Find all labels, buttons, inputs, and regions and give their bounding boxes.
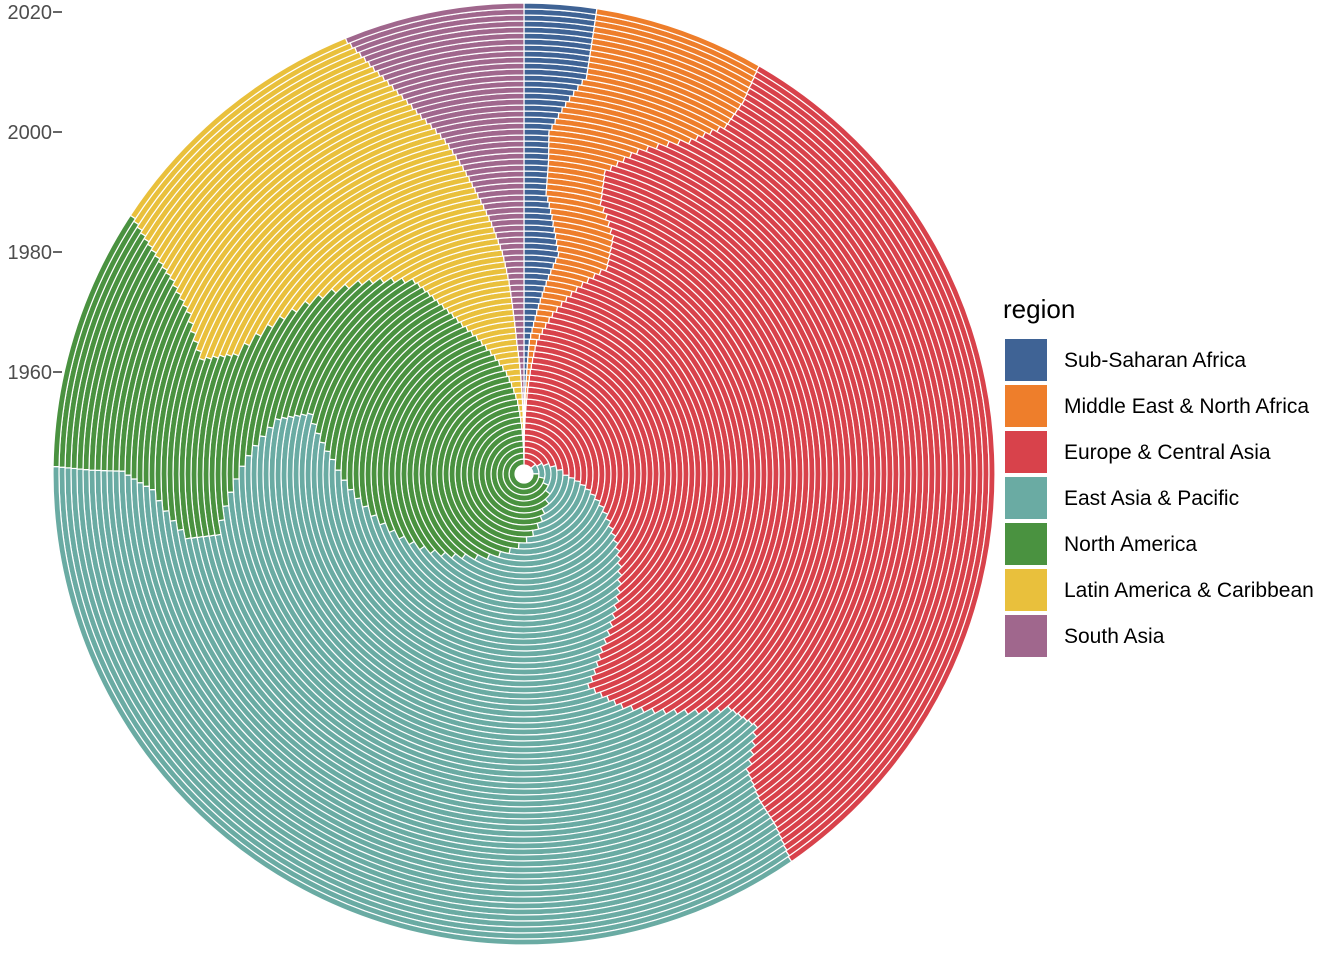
legend-swatch: [1003, 521, 1049, 567]
legend-label: South Asia: [1064, 625, 1165, 648]
legend-swatch: [1003, 429, 1049, 475]
legend-label: Europe & Central Asia: [1064, 441, 1271, 464]
ring-segment-south-asia-1970: [512, 308, 525, 316]
ring-segment-south-asia-1963: [517, 350, 525, 358]
ring-segment-latin-america-caribbean-1955: [516, 398, 524, 406]
legend-item-sub-saharan-africa: Sub-Saharan Africa: [1003, 337, 1246, 383]
ring-segment-south-asia-1958: [520, 380, 525, 388]
legend-label: East Asia & Pacific: [1064, 487, 1239, 510]
legend-swatch: [1003, 337, 1049, 383]
legend-swatch: [1003, 567, 1049, 613]
ring-segment-south-asia-1969: [513, 314, 525, 322]
ring-segment-sub-saharan-africa-1969: [523, 314, 536, 323]
legend-item-latin-america-caribbean: Latin America & Caribbean: [1003, 567, 1314, 613]
ring-segment-sub-saharan-africa-1967: [523, 326, 533, 334]
legend-swatch: [1003, 383, 1049, 429]
legend-item-south-asia: South Asia: [1003, 613, 1165, 659]
ring-segment-south-asia-2021: [344, 2, 525, 45]
ring-segment-latin-america-caribbean-1956: [514, 392, 523, 401]
chart-rings: [52, 2, 996, 946]
ring-segment-sub-saharan-africa-1970: [523, 308, 538, 317]
legend-item-east-asia-pacific: East Asia & Pacific: [1003, 475, 1239, 521]
ring-segment-south-asia-1955: [521, 398, 525, 406]
legend-item-north-america: North America: [1003, 521, 1197, 567]
ring-segment-south-asia-1972: [510, 296, 525, 305]
ring-segment-south-asia-1965: [516, 338, 525, 346]
radial-axis: 1960 1980 2000 2020: [8, 2, 62, 384]
axis-tick-label-2000: 2000: [8, 122, 53, 144]
ring-segment-sub-saharan-africa-1966: [523, 332, 532, 340]
legend-item-middle-east-north-africa: Middle East & North Africa: [1003, 383, 1309, 429]
legend-label: North America: [1064, 533, 1197, 556]
ring-segment-south-asia-1973: [510, 290, 525, 299]
legend-swatch: [1003, 613, 1049, 659]
ring-segment-south-asia-1962: [518, 356, 525, 364]
ring-segment-south-asia-1968: [514, 320, 525, 328]
legend-label: Sub-Saharan Africa: [1064, 349, 1246, 372]
ring-segment-south-asia-1966: [515, 332, 525, 340]
axis-tick-label-1980: 1980: [8, 242, 53, 264]
axis-tick-label-2020: 2020: [8, 2, 53, 24]
ring-segment-south-asia-1961: [519, 362, 525, 370]
axis-tick-label-1960: 1960: [8, 362, 53, 384]
ring-segment-south-asia-1952: [522, 416, 525, 424]
ring-segment-south-asia-1959: [520, 374, 525, 382]
legend-item-europe-central-asia: Europe & Central Asia: [1003, 429, 1271, 475]
ring-segment-south-asia-1971: [511, 302, 525, 311]
legend: region Sub-Saharan Africa Middle East & N…: [1003, 294, 1314, 659]
ring-segment-sub-saharan-africa-1968: [523, 320, 535, 328]
legend-label: Middle East & North Africa: [1064, 395, 1309, 418]
legend-swatch: [1003, 475, 1049, 521]
ring-segment-south-asia-1954: [522, 404, 525, 412]
ring-segment-south-asia-1967: [514, 326, 525, 334]
ring-segment-sub-saharan-africa-1965: [523, 338, 531, 346]
legend-label: Latin America & Caribbean: [1064, 579, 1314, 602]
ring-segment-south-asia-1960: [519, 368, 525, 376]
ring-segment-south-asia-1956: [521, 392, 525, 400]
legend-title: region: [1003, 294, 1075, 324]
ring-segment-south-asia-1957: [521, 386, 525, 394]
ring-segment-south-asia-1953: [522, 410, 525, 418]
ring-segment-south-asia-1964: [516, 344, 525, 352]
